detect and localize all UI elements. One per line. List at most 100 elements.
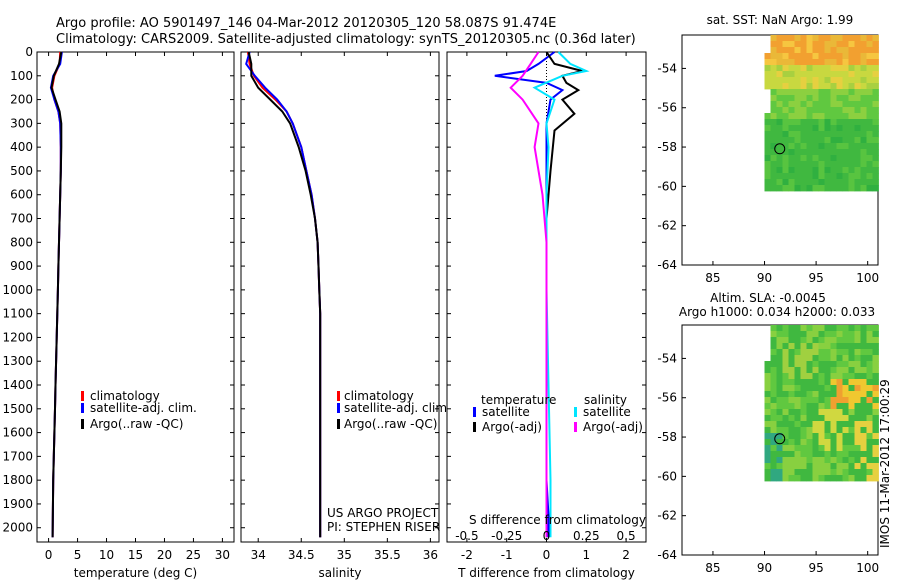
depth-tick-label: 600 [10,188,33,202]
temperature-xtick-label: 0 [45,548,53,562]
temperature-xtick-label: 5 [74,548,82,562]
salinity-xlabel: salinity [318,566,361,580]
sst_map-panel: 85 90 95 100 -54 -56 -58 -60 -62 -64 sat. SST: NaN… [657,13,879,285]
sla_map-ytick-label: -62 [657,509,677,523]
depth-tick-label: 400 [10,140,33,154]
temp-legend-swatch [81,391,84,401]
sla_map-ytick-label: -56 [657,391,677,405]
salinity-xtick-label: 35.5 [374,548,401,562]
sal-legend-label: Argo(..raw -QC) [344,417,437,431]
depth-tick-label: 200 [10,93,33,107]
depth-tick-label: 1300 [2,354,33,368]
depth-tick-label: 1700 [2,449,33,463]
sst_map-xtick-label: 90 [757,271,772,285]
sla_map-xtick-label: 90 [757,561,772,575]
depth-tick-label: 1000 [2,283,33,297]
temp-legend-swatch [81,419,84,429]
sla_map-xtick-label: 100 [856,561,879,575]
diff-legend-header: salinity [584,393,627,407]
sst_map-xtick-label: 100 [856,271,879,285]
imos-stamp: IMOS 11-Mar-2012 17:00:29 [878,379,892,548]
difference-series-salinity-argo-adj- [509,51,548,538]
sla_map-xtick-label: 95 [808,561,823,575]
title-line-2: Climatology: CARS2009. Satellite-adjuste… [56,32,636,47]
difference-xtick-label: 2 [622,548,630,562]
diff-legend-label: Argo(-adj) [482,420,542,434]
sst_map-xtick-label: 85 [705,271,720,285]
temperature-panel: 0 5 10 15 20 25 300100200300400500600700800900… [2,45,235,580]
s-diff-tick-label: 0 [543,529,551,543]
difference-panel: -2 -1 0 1 2 T difference from climatology temp… [446,51,647,580]
sal-legend-swatch [337,391,340,401]
diff-legend-label: Argo(-adj) [583,420,643,434]
difference-series-salinity-satellite [532,51,590,538]
salinity-xtick-label: 34.5 [288,548,315,562]
diff-legend-label: satellite [583,405,631,419]
sal-legend-swatch [337,419,340,429]
sla-map-title-2: Argo h1000: 0.034 h2000: 0.033 [679,305,875,319]
temp-legend-swatch [81,403,84,413]
sla_map-field [764,325,879,482]
temperature-xtick-label: 10 [99,548,114,562]
sst_map-ytick-label: -62 [657,219,677,233]
depth-tick-label: 300 [10,116,33,130]
depth-tick-label: 1900 [2,497,33,511]
depth-tick-label: 1500 [2,402,33,416]
difference-xtick-label: -2 [461,548,473,562]
sal-footer-line: US ARGO PROJECT [327,506,439,520]
diff-legend-header: temperature [481,393,556,407]
s-diff-tick-label: 0.25 [573,529,600,543]
diff-legend-swatch [574,407,577,417]
temp-legend-label: Argo(..raw -QC) [90,417,183,431]
sst_map-xtick-label: 95 [808,271,823,285]
temperature-series-argo-raw-qc- [50,51,63,538]
sst-map-title: sat. SST: NaN Argo: 1.99 [707,13,854,27]
sst_map-ytick-label: -56 [657,101,677,115]
depth-tick-label: 1600 [2,426,33,440]
diff-legend-label: satellite [482,405,530,419]
difference-xtick-label: -1 [501,548,513,562]
depth-tick-label: 800 [10,235,33,249]
sst_map-field [764,35,879,192]
sla-map-title-1: Altim. SLA: -0.0045 [710,291,826,305]
depth-tick-label: 1800 [2,473,33,487]
depth-tick-label: 1100 [2,307,33,321]
s-diff-label: S difference from climatology [469,513,646,527]
s-diff-tick-label: -0.5 [455,529,478,543]
sal-legend-swatch [337,403,340,413]
depth-tick-label: 1400 [2,378,33,392]
sla_map-xtick-label: 85 [705,561,720,575]
sla_map-ytick-label: -60 [657,469,677,483]
sal-legend-label: satellite-adj. clim. [344,401,451,415]
s-diff-tick-label: -0.25 [491,529,522,543]
title-line-1: Argo profile: AO 5901497_146 04-Mar-2012… [56,16,556,31]
temperature-xtick-label: 30 [215,548,230,562]
argo-position-marker [774,433,786,445]
sst_map-ytick-label: -58 [657,140,677,154]
salinity-xtick-label: 34 [251,548,266,562]
sla_map-ytick-label: -58 [657,430,677,444]
depth-tick-label: 500 [10,164,33,178]
temp-legend-label: climatology [90,389,160,403]
salinity-panel: 34 34.5 35 35.5 36 salinity climatologysatelli… [240,51,451,580]
depth-tick-label: 900 [10,259,33,273]
sla_map-ytick-label: -64 [657,548,677,562]
salinity-axes-box [240,51,440,543]
temperature-xlabel: temperature (deg C) [74,566,197,580]
sst_map-ytick-label: -64 [657,258,677,272]
sal-legend-label: climatology [344,389,414,403]
depth-tick-label: 0 [25,45,33,59]
temp-legend-label: satellite-adj. clim. [90,401,197,415]
difference-xtick-label: 0 [543,548,551,562]
sla_map-ytick-label: -54 [657,351,677,365]
depth-tick-label: 100 [10,69,33,83]
diff-legend-swatch [574,422,577,432]
sst_map-ytick-label: -54 [657,61,677,75]
s-diff-tick-label: 0.5 [617,529,636,543]
depth-tick-label: 1200 [2,330,33,344]
sst_map-ytick-label: -60 [657,179,677,193]
temperature-xtick-label: 20 [157,548,172,562]
temperature-xtick-label: 15 [128,548,143,562]
difference-xtick-label: 1 [582,548,590,562]
